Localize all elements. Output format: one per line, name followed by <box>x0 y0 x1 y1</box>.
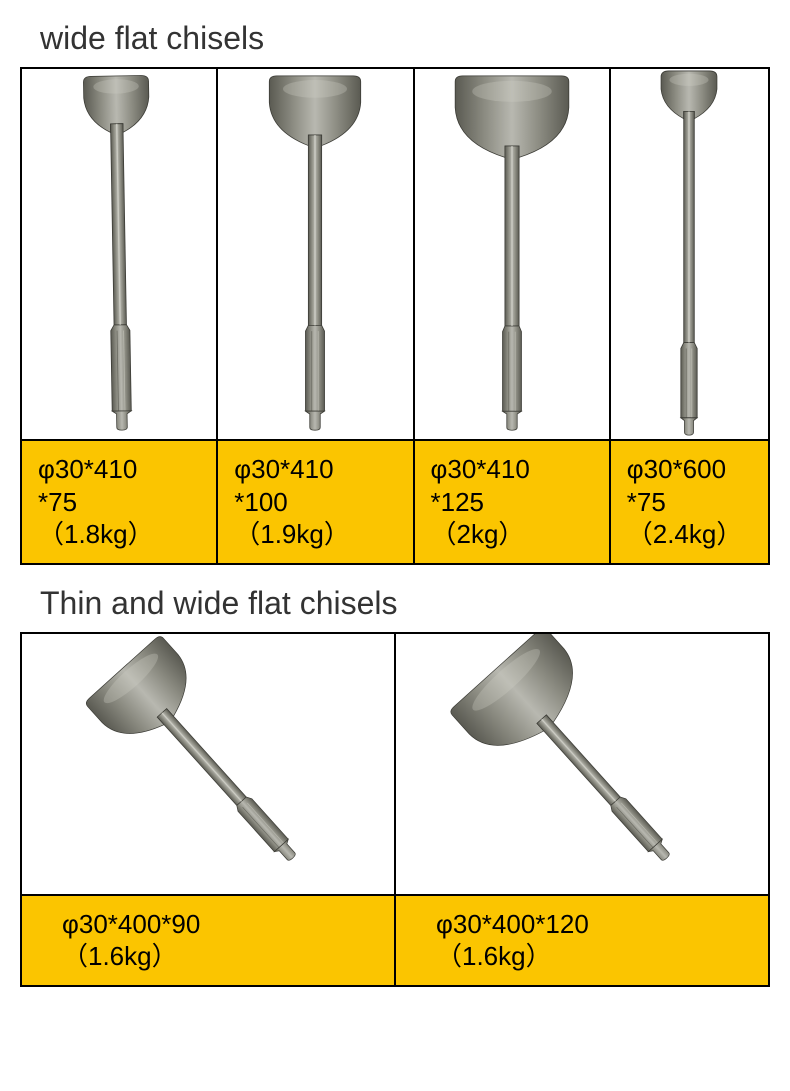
product-image-area <box>415 69 609 439</box>
product-label: φ30*400*120 （1.6kg） <box>396 894 768 985</box>
product-image-area <box>218 69 412 439</box>
product-label: φ30*410 *100 （1.9kg） <box>218 439 412 563</box>
product-image-area <box>396 634 768 894</box>
spec-dimensions-2: *100 <box>234 486 404 519</box>
grid-thin-wide-chisels: φ30*400*90 （1.6kg） φ30*400*120 （1.6kg） <box>20 632 770 987</box>
spec-weight: （2kg） <box>431 518 601 551</box>
product-cell: φ30*410 *75 （1.8kg） <box>22 69 218 563</box>
product-cell: φ30*400*90 （1.6kg） <box>22 634 396 985</box>
section-title-2: Thin and wide flat chisels <box>0 565 790 632</box>
spec-dimensions: φ30*400*120 <box>436 908 760 941</box>
product-label: φ30*600 *75 （2.4kg） <box>611 439 768 563</box>
spec-weight: （1.6kg） <box>62 940 386 973</box>
product-label: φ30*410 *125 （2kg） <box>415 439 609 563</box>
product-image-area <box>611 69 768 439</box>
spec-dimensions: φ30*400*90 <box>62 908 386 941</box>
product-label: φ30*410 *75 （1.8kg） <box>22 439 216 563</box>
spec-dimensions-2: *125 <box>431 486 601 519</box>
product-image-area <box>22 69 216 439</box>
spec-weight: （1.6kg） <box>436 940 760 973</box>
product-cell: φ30*600 *75 （2.4kg） <box>611 69 768 563</box>
product-cell: φ30*410 *125 （2kg） <box>415 69 611 563</box>
spec-weight: （1.8kg） <box>38 518 208 551</box>
spec-dimensions: φ30*410 <box>234 453 404 486</box>
spec-weight: （1.9kg） <box>234 518 404 551</box>
product-image-area <box>22 634 394 894</box>
spec-dimensions-2: *75 <box>38 486 208 519</box>
section-title-1: wide flat chisels <box>0 0 790 67</box>
grid-wide-chisels: φ30*410 *75 （1.8kg） φ30*410 *100 <box>20 67 770 565</box>
spec-dimensions: φ30*410 <box>431 453 601 486</box>
product-label: φ30*400*90 （1.6kg） <box>22 894 394 985</box>
product-cell: φ30*400*120 （1.6kg） <box>396 634 768 985</box>
spec-dimensions: φ30*600 <box>627 453 760 486</box>
spec-dimensions: φ30*410 <box>38 453 208 486</box>
product-cell: φ30*410 *100 （1.9kg） <box>218 69 414 563</box>
spec-dimensions-2: *75 <box>627 486 760 519</box>
spec-weight: （2.4kg） <box>627 518 760 551</box>
